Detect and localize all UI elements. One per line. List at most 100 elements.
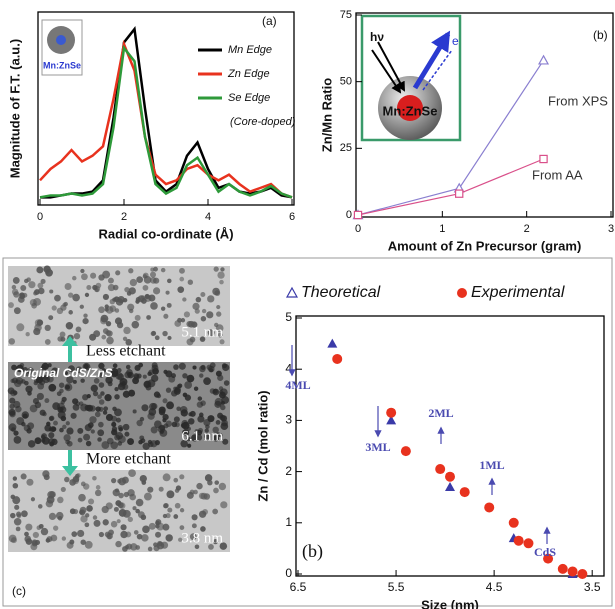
particle	[13, 436, 22, 444]
arrow	[422, 49, 453, 91]
particle	[32, 531, 39, 539]
annotation: 1ML	[479, 458, 504, 472]
core	[56, 35, 66, 45]
particle	[22, 413, 28, 419]
particle	[16, 511, 22, 517]
particle	[89, 416, 97, 424]
particle	[219, 339, 225, 345]
particle	[215, 419, 221, 425]
particle	[128, 469, 136, 478]
particle	[207, 415, 215, 423]
particle	[15, 526, 21, 532]
particle	[174, 320, 182, 327]
particle	[204, 474, 213, 482]
particle	[112, 489, 120, 497]
particle	[106, 437, 114, 445]
plot-frame	[355, 12, 614, 218]
particle	[47, 363, 52, 368]
particle	[45, 499, 54, 508]
particle	[106, 532, 113, 540]
particle	[204, 433, 211, 440]
particle	[191, 523, 197, 529]
particle	[90, 429, 95, 434]
particle	[11, 427, 16, 433]
inset-label: Mn:ZnSe	[43, 60, 81, 70]
particle	[141, 534, 149, 542]
particle	[28, 281, 36, 289]
particle	[143, 276, 152, 284]
particle	[92, 475, 97, 481]
particle	[127, 303, 135, 311]
particle	[181, 422, 187, 429]
particle	[25, 523, 33, 531]
particle	[94, 489, 102, 497]
particle	[67, 365, 75, 373]
particle	[72, 398, 79, 405]
particle	[163, 369, 168, 374]
x-tick-label: 6.5	[290, 580, 307, 594]
particle	[150, 302, 158, 310]
particle	[162, 330, 168, 337]
particle	[80, 268, 85, 274]
particle	[155, 524, 160, 529]
particle	[93, 285, 101, 293]
legend-label: Experimental	[471, 284, 565, 301]
particle	[135, 498, 144, 507]
particle	[137, 511, 145, 519]
particle	[124, 286, 130, 293]
particle	[105, 376, 113, 384]
particle	[119, 382, 124, 387]
particle	[98, 274, 105, 281]
particle	[42, 470, 50, 478]
particle	[87, 422, 94, 428]
marker-circle	[557, 563, 568, 574]
particle	[179, 508, 185, 513]
particle	[193, 386, 199, 391]
marker-circle	[543, 553, 554, 564]
particle	[201, 308, 207, 314]
particle	[139, 474, 147, 483]
particle	[162, 398, 168, 404]
particle	[8, 338, 16, 345]
particle	[59, 331, 66, 338]
particle	[101, 441, 110, 449]
particle	[110, 520, 118, 528]
marker-circle	[435, 464, 446, 475]
particle	[100, 391, 105, 396]
particle	[128, 268, 134, 274]
particle	[36, 266, 44, 274]
particle	[150, 271, 157, 278]
particle	[30, 497, 36, 502]
particle	[105, 330, 112, 336]
particle	[212, 508, 219, 515]
particle	[103, 406, 109, 412]
core	[397, 95, 423, 121]
particle	[222, 438, 229, 445]
particle	[195, 296, 202, 303]
particle	[82, 362, 91, 371]
particle	[56, 307, 64, 315]
y-axis-title: Zn / Cd (mol ratio)	[255, 390, 270, 501]
particle	[189, 410, 196, 417]
particle	[12, 482, 19, 489]
particle	[75, 326, 82, 333]
particle	[90, 272, 97, 279]
particle	[105, 321, 112, 327]
particle	[80, 378, 85, 383]
particle	[107, 284, 115, 292]
particle	[48, 438, 56, 445]
particle	[111, 421, 117, 428]
particle	[151, 364, 159, 372]
particle	[166, 490, 175, 499]
particle	[29, 299, 37, 307]
particle	[151, 403, 158, 410]
x-tick-label: 0	[37, 211, 43, 223]
particle	[200, 526, 206, 532]
particle	[136, 533, 143, 540]
particle	[69, 508, 76, 515]
particle	[54, 294, 61, 302]
y-tick-label: 50	[340, 76, 352, 88]
inset-text: Mn:ZnSe	[383, 103, 438, 118]
particle	[60, 399, 65, 405]
particle	[44, 339, 51, 345]
